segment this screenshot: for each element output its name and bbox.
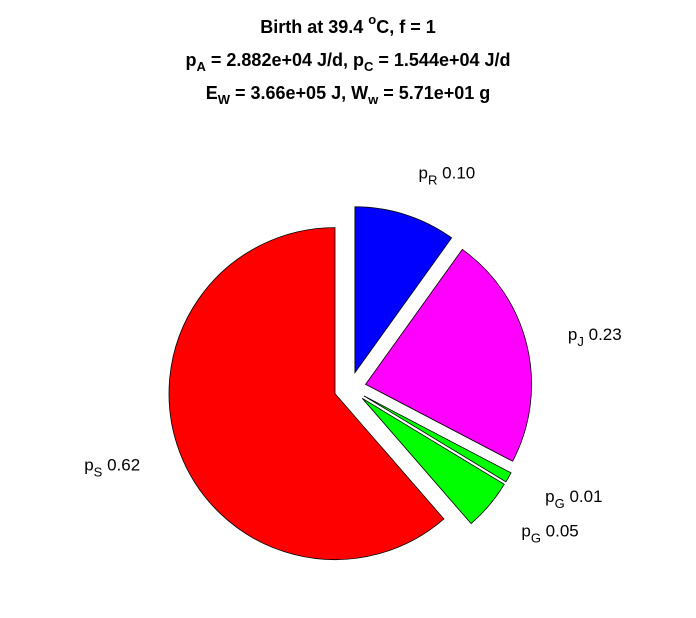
slice-label: pJ 0.23 [568, 326, 622, 350]
slice-value: 0.01 [569, 487, 602, 506]
chart-title: pA = 2.882e+04 J/d, pC = 1.544e+04 J/d [186, 50, 511, 75]
pie-slice [354, 206, 453, 375]
slice-value: 0.05 [546, 522, 579, 541]
chart-title-part: C [364, 59, 374, 74]
slice-label-part: G [555, 496, 565, 511]
pie-slice [363, 395, 512, 483]
slice-label-part: R [428, 173, 437, 188]
slice-label: pR 0.10 [419, 164, 476, 188]
chart-title-part: = 2.882e+04 J/d, p [206, 50, 364, 70]
pie-slice [364, 248, 532, 462]
chart-title-part: = 3.66e+05 J, W [230, 83, 368, 103]
slice-label: pS 0.62 [84, 456, 140, 480]
slice-label: pG 0.05 [521, 522, 578, 546]
slice-label-part: S [94, 465, 103, 480]
slice-value: 0.10 [442, 164, 475, 183]
pie-slice [361, 397, 505, 525]
slice-label-part: p [568, 326, 577, 345]
slice-label-part: p [545, 487, 554, 506]
chart-title-part: p [186, 50, 197, 70]
pie-slice [168, 227, 445, 560]
chart-title-part: W [218, 92, 231, 107]
slice-value: 0.62 [107, 456, 140, 475]
slice-value: 0.23 [589, 326, 622, 345]
chart-title-part: A [197, 59, 207, 74]
slice-label-part: p [419, 164, 428, 183]
chart-title-part: w [367, 92, 379, 107]
slice-label-part: p [84, 456, 93, 475]
chart-title-part: = 1.544e+04 J/d [373, 50, 510, 70]
slice-label-part: J [577, 335, 584, 350]
chart-title-part: o [368, 12, 376, 27]
slice-label-part: G [531, 531, 541, 546]
chart-title-part: Birth at 39.4 [260, 17, 368, 37]
slice-label-part: p [521, 522, 530, 541]
chart-title: EW = 3.66e+05 J, Ww = 5.71e+01 g [206, 83, 491, 108]
slice-label: pG 0.01 [545, 487, 602, 511]
chart-title-part: = 5.71e+01 g [378, 83, 490, 103]
chart-title: Birth at 39.4 oC, f = 1 [260, 12, 436, 36]
chart-title-part: C, f = 1 [376, 17, 436, 37]
chart-title-part: E [206, 83, 218, 103]
